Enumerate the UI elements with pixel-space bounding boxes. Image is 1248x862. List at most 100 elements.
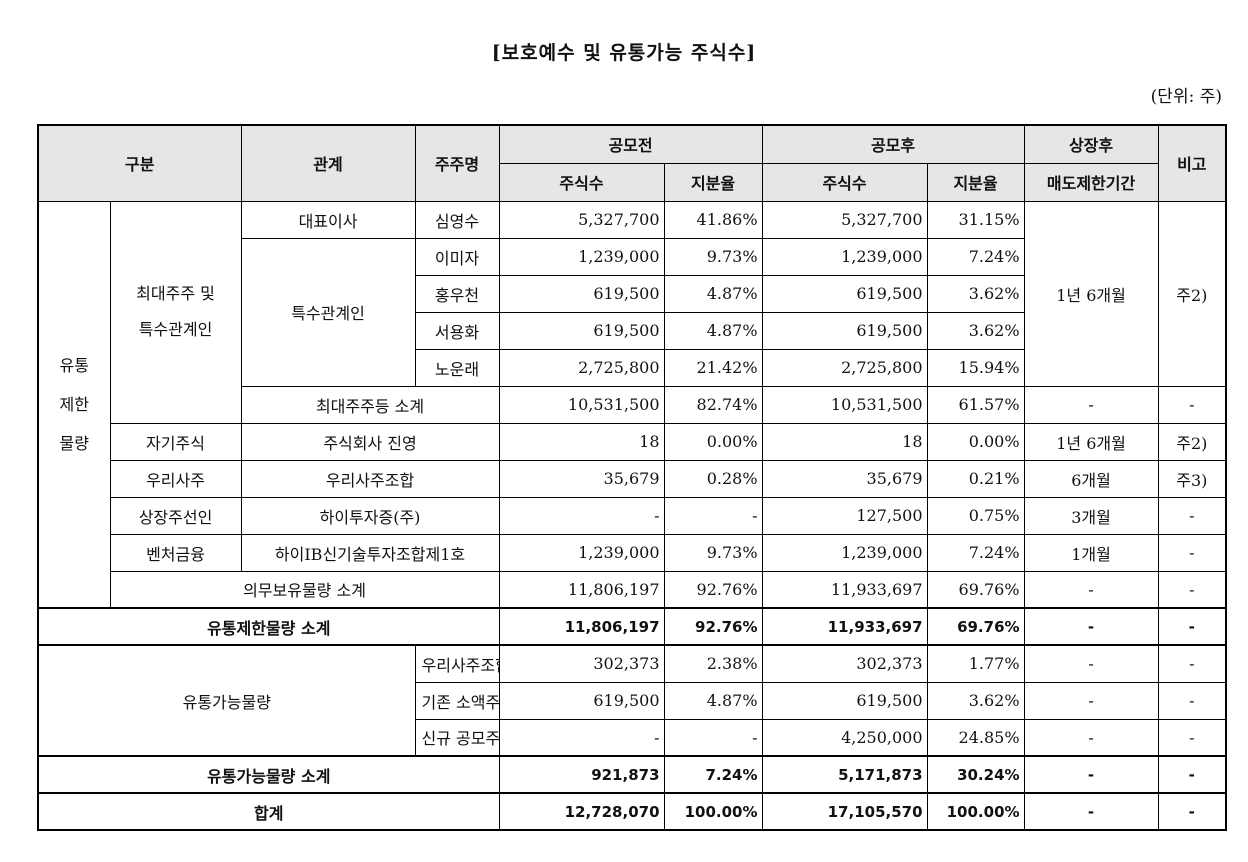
lockup-period-cell: 1년 6개월: [1023, 200, 1159, 387]
holder-cell: 이미자: [414, 237, 500, 276]
table-row: 우리사주 우리사주조합 35,679 0.28% 35,679 0.21% 6개…: [38, 459, 1227, 498]
table-row: 의무보유물량 소계 11,806,197 92.76% 11,933,697 6…: [38, 570, 1227, 609]
lockup-period-cell: 3개월: [1023, 496, 1159, 535]
lockup-period-cell: -: [1023, 644, 1159, 683]
row-label: 합계: [37, 792, 500, 831]
holder-cell: 심영수: [414, 200, 500, 239]
ratio-after-cell: 3.62%: [926, 681, 1025, 720]
note-cell: -: [1157, 496, 1227, 535]
header-holder: 주주명: [414, 124, 500, 202]
group-restricted-line: 물량: [59, 433, 89, 453]
table-row: 특수관계인 이미자 1,239,000 9.73% 1,239,000 7.24…: [38, 237, 1226, 387]
lockup-table: 구분 관계 주주명 공모전 공모후 상장후 비고 주식수 지분율 주식수 지분율…: [37, 124, 1228, 831]
ratio-after-cell: 69.76%: [926, 570, 1025, 609]
shares-before-cell: 921,873: [498, 755, 665, 794]
table-title: [보호예수 및 유통가능 주식수]: [491, 42, 757, 64]
shares-before-cell: -: [498, 496, 665, 535]
note-cell: -: [1157, 607, 1227, 646]
shares-before-cell: 11,806,197: [498, 607, 665, 646]
group-restricted-line: 유통: [59, 355, 89, 375]
shares-before-cell: 12,728,070: [498, 792, 665, 831]
table-row: 유통가능물량 소계 921,873 7.24% 5,171,873 30.24%…: [37, 755, 1227, 794]
header-ratio-before: 지분율: [663, 162, 763, 202]
shares-after-cell: 127,500: [761, 496, 928, 535]
ratio-after-cell: 31.15%: [926, 200, 1025, 239]
lockup-period-cell: 1년 6개월: [1023, 422, 1159, 461]
holder-cell: 홍우천: [414, 274, 500, 313]
ratio-before-cell: -: [663, 718, 763, 757]
holder-cell: 노운래: [414, 348, 500, 387]
note-cell: -: [1157, 718, 1227, 757]
row-label: 우리사주조합: [240, 459, 500, 498]
shares-before-cell: 619,500: [498, 311, 665, 350]
lockup-period-cell: 6개월: [1023, 459, 1159, 498]
category-cell: 자기주식: [109, 422, 242, 461]
shares-after-cell: 18: [761, 422, 928, 461]
table-row: 신규 공모주주 - - 4,250,000 24.85% - -: [38, 718, 1227, 757]
row-label: 우리사주조합: [414, 644, 500, 683]
table-row: 홍우천 619,500 4.87% 619,500 3.62%: [38, 274, 1226, 313]
note-cell: -: [1157, 792, 1227, 831]
header-relation: 관계: [240, 124, 416, 202]
shares-before-cell: 18: [498, 422, 665, 461]
ratio-before-cell: 21.42%: [663, 348, 763, 387]
ratio-after-cell: 7.24%: [926, 533, 1025, 572]
row-label: 신규 공모주주: [414, 718, 500, 757]
group-tradable: 유통가능물량: [37, 644, 416, 757]
header-ratio-after: 지분율: [926, 162, 1025, 202]
category-cell: 우리사주: [109, 459, 242, 498]
note-cell: -: [1157, 644, 1227, 683]
ratio-after-cell: 0.21%: [926, 459, 1025, 498]
header-after-ipo: 공모후: [761, 124, 1025, 164]
row-label: 하이투자증(주): [240, 496, 500, 535]
table-row: 합계 12,728,070 100.00% 17,105,570 100.00%…: [37, 792, 1227, 831]
note-cell: -: [1157, 570, 1227, 609]
ratio-before-cell: 92.76%: [663, 607, 763, 646]
group-major-line: 최대주주 및: [136, 284, 215, 303]
note-cell: 주2): [1157, 422, 1227, 461]
ratio-before-cell: -: [663, 496, 763, 535]
row-label: 의무보유물량 소계: [109, 570, 500, 609]
lockup-period-cell: -: [1023, 570, 1159, 609]
note-cell: -: [1157, 755, 1227, 794]
header-after-listing: 상장후: [1023, 124, 1159, 164]
shares-before-cell: -: [498, 718, 665, 757]
ratio-before-cell: 0.00%: [663, 422, 763, 461]
ratio-after-cell: 15.94%: [926, 348, 1025, 387]
ratio-before-cell: 7.24%: [663, 755, 763, 794]
group-restricted: 유통 제한 물량: [37, 200, 111, 609]
lockup-period-cell: -: [1023, 792, 1159, 831]
ratio-before-cell: 4.87%: [663, 681, 763, 720]
ratio-before-cell: 92.76%: [663, 570, 763, 609]
ratio-after-cell: 24.85%: [926, 718, 1025, 757]
note-cell: 주3): [1157, 459, 1227, 498]
ratio-before-cell: 9.73%: [663, 237, 763, 276]
shares-after-cell: 5,171,873: [761, 755, 928, 794]
header-note: 비고: [1157, 124, 1227, 202]
row-label: 주식회사 진영: [240, 422, 500, 461]
shares-after-cell: 10,531,500: [761, 385, 928, 424]
shares-after-cell: 1,239,000: [761, 533, 928, 572]
lockup-period-cell: -: [1023, 718, 1159, 757]
shares-before-cell: 302,373: [498, 644, 665, 683]
table-row: 유통 제한 물량 최대주주 및 특수관계인 대표이사 심영수 5,327,700…: [37, 200, 1227, 609]
shares-before-cell: 1,239,000: [498, 533, 665, 572]
shares-after-cell: 4,250,000: [761, 718, 928, 757]
relation-cell: 특수관계인: [240, 237, 416, 387]
shares-before-cell: 1,239,000: [498, 237, 665, 276]
shares-after-cell: 619,500: [761, 681, 928, 720]
shares-after-cell: 11,933,697: [761, 607, 928, 646]
shares-after-cell: 619,500: [761, 274, 928, 313]
lockup-period-cell: -: [1023, 755, 1159, 794]
ratio-after-cell: 69.76%: [926, 607, 1025, 646]
shares-after-cell: 2,725,800: [761, 348, 928, 387]
note-cell: -: [1157, 681, 1227, 720]
lockup-period-cell: 1개월: [1023, 533, 1159, 572]
lockup-period-cell: -: [1023, 681, 1159, 720]
shares-after-cell: 302,373: [761, 644, 928, 683]
row-label: 유통제한물량 소계: [37, 607, 500, 646]
ratio-before-cell: 100.00%: [663, 792, 763, 831]
ratio-after-cell: 30.24%: [926, 755, 1025, 794]
shares-after-cell: 619,500: [761, 311, 928, 350]
group-major-shareholder: 최대주주 및 특수관계인: [109, 200, 242, 424]
